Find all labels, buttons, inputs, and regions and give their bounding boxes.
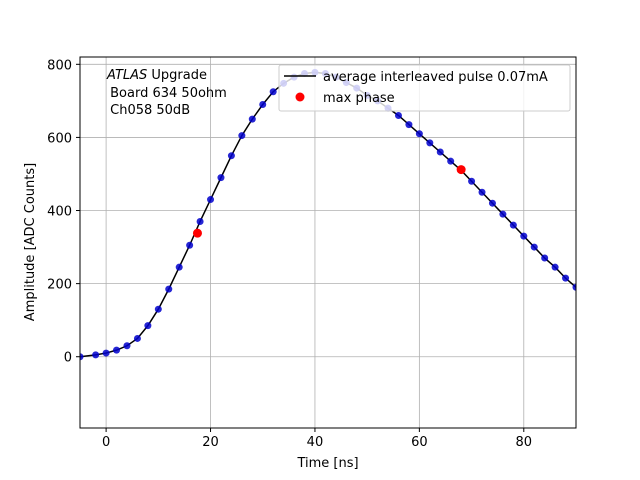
y-tick-label: 400 [47, 205, 72, 220]
pulse-sample-point [551, 263, 559, 271]
atlas-annotation: ATLAS Upgrade Board 634 50ohm Ch058 50dB [106, 68, 227, 118]
pulse-sample-point [259, 101, 267, 109]
pulse-sample-point [217, 174, 225, 182]
x-tick-label: 60 [411, 435, 428, 450]
pulse-sample-point [269, 88, 277, 96]
pulse-sample-point [447, 157, 455, 165]
annotation-line-1: ATLAS Upgrade [106, 68, 207, 83]
annotation-line1-rest: Upgrade [147, 68, 207, 83]
pulse-sample-point [405, 121, 413, 129]
pulse-sample-point [113, 346, 121, 354]
pulse-sample-point [520, 232, 528, 240]
pulse-sample-point [562, 274, 570, 282]
max-phase-point [456, 165, 466, 175]
pulse-sample-point [499, 210, 507, 218]
pulse-sample-point [227, 152, 235, 160]
y-tick-label: 800 [47, 58, 72, 73]
pulse-sample-point [488, 199, 496, 207]
y-tick-label: 0 [64, 351, 72, 366]
pulse-sample-point [154, 305, 162, 313]
pulse-sample-point [80, 353, 84, 361]
pulse-sample-point [144, 322, 152, 330]
pulse-sample-point [186, 241, 194, 249]
pulse-sample-point [426, 139, 434, 147]
annotation-italic: ATLAS [106, 68, 147, 83]
annotation-line-2: Board 634 50ohm [106, 86, 227, 101]
grid [80, 57, 576, 428]
legend-label-average-pulse: average interleaved pulse 0.07mA [323, 70, 548, 85]
pulse-sample-point [436, 148, 444, 156]
y-tick-label: 600 [47, 131, 72, 146]
pulse-sample-point [415, 130, 423, 138]
max-phase-point [192, 228, 202, 238]
pulse-sample-point [478, 188, 486, 196]
legend-marker-max-phase [295, 92, 305, 102]
pulse-sample-point [123, 342, 131, 350]
pulse-sample-point [530, 243, 538, 251]
legend-label-max-phase: max phase [323, 91, 395, 106]
x-tick-label: 0 [102, 435, 110, 450]
pulse-sample-point [248, 115, 256, 123]
y-axis-label: Amplitude [ADC Counts] [23, 163, 38, 321]
pulse-sample-point [92, 351, 100, 359]
pulse-sample-point [541, 254, 549, 262]
pulse-sample-point [207, 196, 215, 204]
pulse-sample-point [572, 283, 576, 291]
pulse-sample-point [175, 263, 183, 271]
legend-box [278, 64, 571, 112]
plot-frame [79, 56, 577, 429]
x-tick-label: 80 [516, 435, 533, 450]
pulse-sample-point [196, 217, 204, 225]
annotation-line-3: Ch058 50dB [106, 103, 190, 118]
pulse-sample-point [238, 132, 246, 140]
y-tick-label: 200 [47, 278, 72, 293]
pulse-sample-point [509, 221, 517, 229]
pulse-sample-point [165, 285, 173, 293]
x-axis-label: Time [ns] [296, 456, 358, 471]
pulse-sample-point [394, 111, 402, 119]
pulse-sample-point [102, 349, 110, 357]
x-tick-label: 20 [202, 435, 219, 450]
pulse-sample-point [133, 334, 141, 342]
x-tick-label: 40 [307, 435, 324, 450]
legend: average interleaved pulse 0.07mA max pha… [278, 64, 571, 112]
pulse-sample-point [468, 177, 476, 185]
